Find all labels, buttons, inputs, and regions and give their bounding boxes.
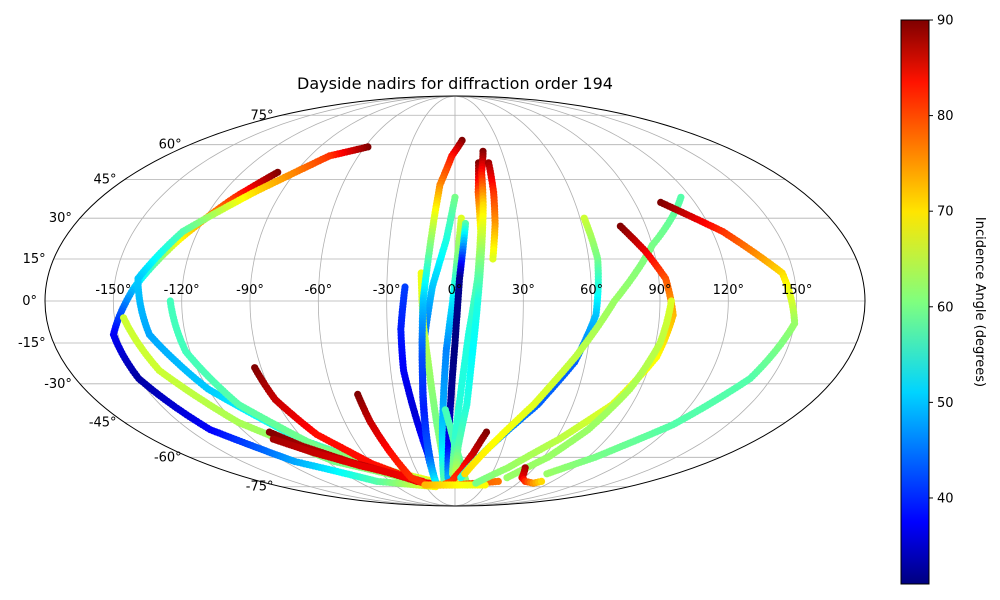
lon-tick-label: -30° bbox=[373, 283, 401, 298]
lon-tick-label: -150° bbox=[95, 283, 131, 298]
lat-tick-label: 60° bbox=[159, 138, 182, 153]
lon-tick-label: 120° bbox=[713, 283, 744, 298]
lon-tick-label: 90° bbox=[648, 283, 671, 298]
colorbar: 40 50 60 70 80 90 Incidence Angle (degrees) bbox=[900, 14, 987, 585]
lat-tick-label: -45° bbox=[89, 415, 117, 430]
lat-tick-label: 30° bbox=[49, 211, 72, 226]
chart-title: Dayside nadirs for diffraction order 194 bbox=[297, 74, 613, 93]
colorbar-label: Incidence Angle (degrees) bbox=[972, 217, 987, 387]
colorbar-bar bbox=[900, 19, 930, 585]
data-point bbox=[472, 479, 480, 487]
colorbar-ticks: 40 50 60 70 80 90 bbox=[929, 14, 954, 506]
lat-tick-label: -30° bbox=[44, 377, 72, 392]
data-point bbox=[461, 470, 469, 478]
lon-tick-label: -120° bbox=[164, 283, 200, 298]
data-points bbox=[109, 136, 799, 491]
colorbar-tick-label: 80 bbox=[937, 109, 954, 124]
data-point bbox=[494, 477, 502, 485]
lon-tick-label: 30° bbox=[512, 283, 535, 298]
lat-tick-label: 75° bbox=[250, 108, 273, 123]
colorbar-tick-label: 50 bbox=[937, 396, 954, 411]
lon-tick-label: 0° bbox=[448, 283, 463, 298]
data-point bbox=[503, 474, 511, 482]
colorbar-tick-label: 60 bbox=[937, 300, 954, 315]
lon-tick-label: 60° bbox=[580, 283, 603, 298]
data-point bbox=[489, 255, 497, 263]
colorbar-tick-label: 70 bbox=[937, 205, 954, 220]
lon-tick-label: -60° bbox=[304, 283, 332, 298]
colorbar-tick-label: 90 bbox=[937, 14, 954, 29]
lon-tick-label: -90° bbox=[236, 283, 264, 298]
data-point bbox=[421, 481, 429, 489]
lat-tick-label: -60° bbox=[154, 450, 182, 465]
longitude-tick-labels: -150° -120° -90° -60° -30° 0° 30° 60° 90° 120° 150… bbox=[95, 283, 812, 298]
lat-tick-label: 15° bbox=[23, 252, 46, 267]
lon-tick-label: 150° bbox=[781, 283, 812, 298]
data-point bbox=[543, 470, 551, 478]
data-point bbox=[537, 477, 546, 485]
colorbar-tick-label: 40 bbox=[937, 491, 954, 506]
lat-tick-label: 45° bbox=[94, 173, 117, 188]
lat-tick-label: -75° bbox=[246, 480, 274, 495]
lat-tick-label: 0° bbox=[22, 294, 37, 309]
lat-tick-label: -15° bbox=[18, 336, 46, 351]
